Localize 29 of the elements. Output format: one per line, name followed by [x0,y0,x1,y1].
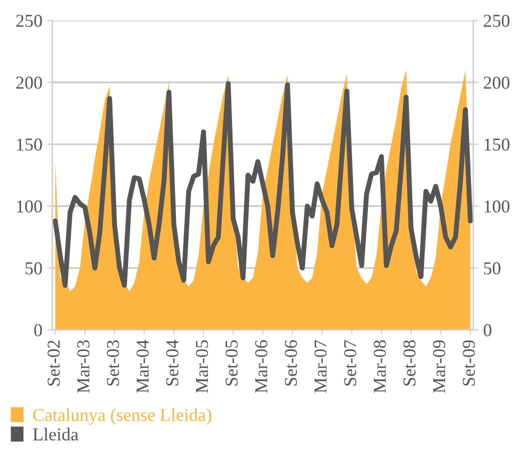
x-tick-label: Mar-06 [255,340,268,393]
x-tick-label: Set-04 [166,340,178,386]
x-tick-label: Mar-03 [77,340,90,393]
x-tick-label: Mar-08 [374,340,386,393]
legend-label: Catalunya (sense Lleida) [33,408,212,425]
y-tick-label: 100 [17,200,42,213]
y2-tick-label: 200 [484,76,510,89]
x-tick-label: Set-08 [403,340,416,386]
x-tick-label: Set-02 [48,340,60,386]
x-tick-label: Mar-05 [196,340,208,393]
x-tick-label: Set-07 [344,340,356,386]
x-tick-label: Set-03 [106,340,120,386]
y-tick-label: 50 [26,262,42,274]
y-tick-label: 0 [34,324,42,336]
x-tick-label: Set-06 [284,340,297,386]
x-tick-label: Mar-04 [136,340,149,393]
y2-tick-label: 0 [484,324,492,336]
y2-tick-label: 150 [484,138,510,151]
y-tick-label: 250 [16,14,42,27]
legend-label: Lleida [33,428,78,440]
x-tick-label: Set-05 [225,340,238,386]
x-tick-label: Set-09 [462,340,475,386]
y-tick-label: 200 [16,76,42,89]
y2-tick-label: 100 [484,200,510,213]
y-tick-label: 150 [17,138,42,151]
y2-tick-label: 250 [484,14,510,27]
x-tick-label: Mar-09 [433,340,446,393]
y2-tick-label: 50 [484,262,500,274]
x-tick-label: Mar-07 [314,340,327,393]
